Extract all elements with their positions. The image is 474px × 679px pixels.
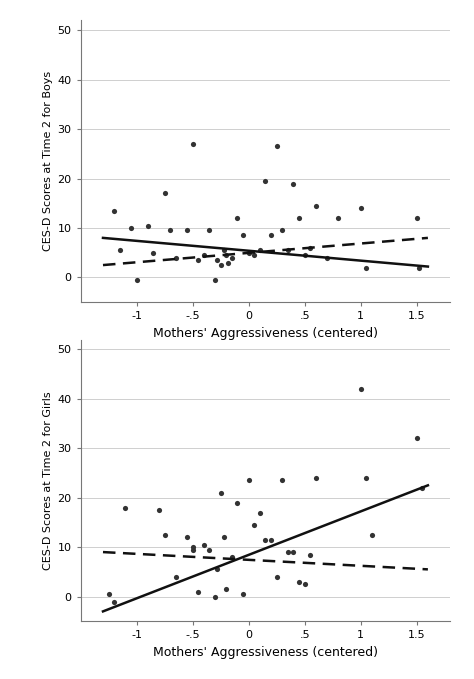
Point [284, 547, 292, 557]
Point [194, 255, 202, 265]
Point [172, 571, 180, 582]
Point [256, 245, 264, 256]
Point [273, 571, 281, 582]
Point [307, 549, 314, 560]
Point [189, 542, 196, 553]
Point [222, 584, 230, 595]
Point [413, 213, 420, 223]
Point [150, 247, 157, 258]
Legend: +1.0 SD, -1.0 SD: +1.0 SD, -1.0 SD [160, 392, 371, 441]
Point [110, 596, 118, 607]
Point [144, 220, 152, 231]
X-axis label: Mothers' Aggressiveness (centered): Mothers' Aggressiveness (centered) [153, 646, 378, 659]
Point [278, 225, 286, 236]
Point [166, 225, 174, 236]
Point [323, 252, 331, 263]
Point [419, 482, 426, 493]
Point [262, 534, 269, 545]
Point [239, 589, 247, 600]
Point [295, 576, 303, 587]
Point [228, 252, 236, 263]
Point [312, 200, 319, 211]
Point [217, 488, 224, 498]
Point [250, 519, 258, 530]
Point [357, 384, 365, 394]
Point [267, 230, 275, 241]
Point [262, 176, 269, 187]
Point [234, 497, 241, 508]
Point [290, 178, 297, 189]
Point [413, 433, 420, 444]
Point [161, 188, 168, 199]
Point [357, 203, 365, 214]
Point [161, 530, 168, 540]
Point [245, 475, 253, 486]
Point [220, 532, 228, 543]
X-axis label: Mothers' Aggressiveness (centered): Mothers' Aggressiveness (centered) [153, 327, 378, 340]
Point [415, 262, 423, 273]
Point [267, 534, 275, 545]
Point [368, 530, 376, 540]
Point [194, 586, 202, 597]
Point [239, 230, 247, 241]
Point [217, 259, 224, 270]
Point [312, 473, 319, 483]
Point [290, 547, 297, 557]
Point [183, 532, 191, 543]
Point [189, 139, 196, 149]
Point [278, 475, 286, 486]
Point [245, 247, 253, 258]
Point [133, 274, 140, 285]
Point [228, 551, 236, 562]
Point [105, 589, 112, 600]
Point [307, 242, 314, 253]
Point [110, 205, 118, 216]
Point [155, 504, 163, 515]
Point [301, 579, 309, 589]
Point [295, 213, 303, 223]
Point [234, 213, 241, 223]
Y-axis label: CES-D Scores at Time 2 for Boys: CES-D Scores at Time 2 for Boys [43, 71, 53, 251]
Point [172, 252, 180, 263]
Point [206, 225, 213, 236]
Point [335, 213, 342, 223]
Point [122, 502, 129, 513]
Point [183, 225, 191, 236]
Point [284, 245, 292, 256]
Point [225, 257, 232, 268]
Point [363, 262, 370, 273]
Point [250, 250, 258, 261]
Point [211, 274, 219, 285]
Point [301, 250, 309, 261]
Point [211, 591, 219, 602]
Y-axis label: CES-D Scores at Time 2 for Girls: CES-D Scores at Time 2 for Girls [43, 391, 53, 570]
Point [200, 539, 208, 550]
Point [213, 564, 221, 575]
Point [189, 544, 196, 555]
Point [220, 245, 228, 256]
Point [200, 250, 208, 261]
Point [206, 544, 213, 555]
Point [222, 250, 230, 261]
Point [127, 223, 135, 234]
Point [256, 507, 264, 518]
Point [116, 245, 124, 256]
Point [213, 255, 221, 265]
Point [363, 473, 370, 483]
Point [273, 141, 281, 152]
